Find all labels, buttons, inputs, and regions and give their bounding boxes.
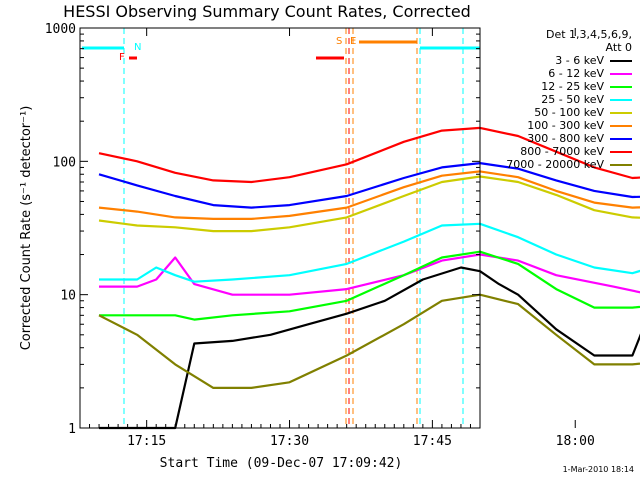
legend-entry: 7000 - 20000 keV: [462, 158, 632, 171]
legend-swatch: [610, 111, 632, 114]
legend-entries: 3 - 6 keV 6 - 12 keV 12 - 25 keV 25 - 50 ke…: [462, 54, 632, 171]
legend-entry: 3 - 6 keV: [462, 54, 632, 67]
legend-entry: 300 - 800 keV: [462, 132, 632, 145]
legend-entry-label: 100 - 300 keV: [527, 119, 604, 132]
legend-entry-label: 3 - 6 keV: [555, 54, 604, 67]
x-tick-label-2: 17:45: [413, 434, 452, 449]
series-line-2: [99, 250, 640, 321]
legend-header-line2: Att 0: [605, 41, 632, 54]
legend-swatch: [610, 85, 632, 88]
legend-entry-label: 50 - 100 keV: [534, 106, 604, 119]
legend-entry-label: 12 - 25 keV: [541, 80, 604, 93]
y-axis-label: Corrected Count Rate (s⁻¹ detector⁻¹): [19, 106, 34, 351]
time-marker-bands: FN S E: [82, 28, 480, 428]
flag-label-n: N: [134, 42, 141, 53]
y-tick-label-3: 1000: [45, 22, 76, 37]
legend-swatch: [610, 59, 632, 62]
legend-swatch: [610, 98, 632, 101]
legend-swatch: [610, 72, 632, 75]
legend-entry: 50 - 100 keV: [462, 106, 632, 119]
series-line-1: [99, 253, 640, 296]
legend-swatch: [610, 163, 632, 166]
x-axis-label: Start Time (09-Dec-07 17:09:42): [160, 456, 403, 471]
timestamp: 1-Mar-2010 18:14: [562, 465, 634, 474]
legend-swatch: [610, 124, 632, 127]
flag-label-e: E: [350, 36, 356, 47]
series-line-8: [98, 293, 640, 389]
y-tick-label-0: 1: [68, 422, 76, 437]
tick-layer: 17:1517:3017:4518:0018:1518:3018:4511010…: [45, 22, 595, 449]
legend-header-line1: Det 1,3,4,5,6,9,: [545, 28, 632, 41]
series-layer: [98, 126, 640, 430]
flag-label-s: S: [336, 36, 342, 47]
legend-entry: 25 - 50 keV: [462, 93, 632, 106]
legend-entry-label: 25 - 50 keV: [541, 93, 604, 106]
legend-entry-label: 7000 - 20000 keV: [506, 158, 604, 171]
flag-label-f: F: [119, 52, 125, 63]
legend-entry-label: 300 - 800 keV: [527, 132, 604, 145]
chart-title: HESSI Observing Summary Count Rates, Cor…: [63, 2, 471, 21]
legend-swatch: [610, 150, 632, 153]
x-tick-label-1: 17:30: [270, 434, 309, 449]
legend-entry: 12 - 25 keV: [462, 80, 632, 93]
x-tick-label-3: 18:00: [556, 434, 595, 449]
x-tick-label-0: 17:15: [127, 434, 166, 449]
legend: Det 1,3,4,5,6,9, Att 0 3 - 6 keV 6 - 12 k…: [462, 28, 632, 171]
legend-entry-label: 800 - 7000 keV: [520, 145, 604, 158]
series-line-4: [98, 175, 640, 233]
y-tick-label-2: 100: [53, 155, 76, 170]
legend-entry: 6 - 12 keV: [462, 67, 632, 80]
legend-swatch: [610, 137, 632, 140]
y-tick-label-1: 10: [60, 289, 76, 304]
series-line-3: [99, 222, 640, 283]
legend-entry: 100 - 300 keV: [462, 119, 632, 132]
legend-entry: 800 - 7000 keV: [462, 145, 632, 158]
legend-entry-label: 6 - 12 keV: [548, 67, 604, 80]
